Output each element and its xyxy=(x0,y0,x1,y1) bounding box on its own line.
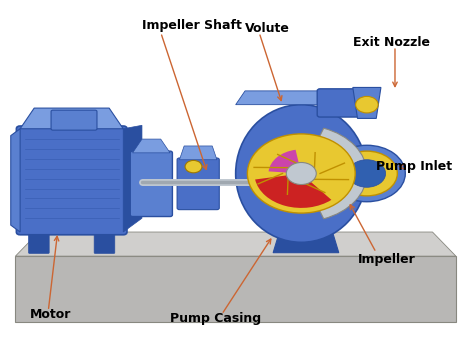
Polygon shape xyxy=(123,125,142,232)
Polygon shape xyxy=(180,146,217,160)
Text: Pump Casing: Pump Casing xyxy=(170,312,261,324)
Polygon shape xyxy=(133,139,170,153)
Circle shape xyxy=(356,96,378,113)
FancyBboxPatch shape xyxy=(177,158,219,210)
Circle shape xyxy=(328,145,405,202)
Circle shape xyxy=(337,151,397,196)
FancyBboxPatch shape xyxy=(130,151,173,217)
Polygon shape xyxy=(16,232,456,256)
Text: Pump Inlet: Pump Inlet xyxy=(376,160,452,173)
Polygon shape xyxy=(11,129,20,232)
Circle shape xyxy=(286,162,316,185)
Text: Volute: Volute xyxy=(245,23,290,35)
Ellipse shape xyxy=(236,105,367,242)
FancyBboxPatch shape xyxy=(94,228,115,253)
Polygon shape xyxy=(236,91,367,105)
Text: Impeller Shaft: Impeller Shaft xyxy=(142,19,242,32)
Circle shape xyxy=(185,160,202,173)
FancyBboxPatch shape xyxy=(28,228,49,253)
Wedge shape xyxy=(269,150,301,174)
FancyBboxPatch shape xyxy=(51,110,97,130)
Polygon shape xyxy=(20,108,123,129)
Circle shape xyxy=(247,134,355,213)
Text: Motor: Motor xyxy=(29,308,71,321)
Wedge shape xyxy=(255,174,331,208)
Circle shape xyxy=(348,160,386,187)
Wedge shape xyxy=(301,128,367,219)
Polygon shape xyxy=(16,256,456,322)
Text: Impeller: Impeller xyxy=(357,253,415,266)
Polygon shape xyxy=(353,87,381,118)
FancyBboxPatch shape xyxy=(317,89,370,117)
Text: Exit Nozzle: Exit Nozzle xyxy=(353,36,430,49)
Polygon shape xyxy=(273,222,339,253)
FancyBboxPatch shape xyxy=(17,126,127,235)
